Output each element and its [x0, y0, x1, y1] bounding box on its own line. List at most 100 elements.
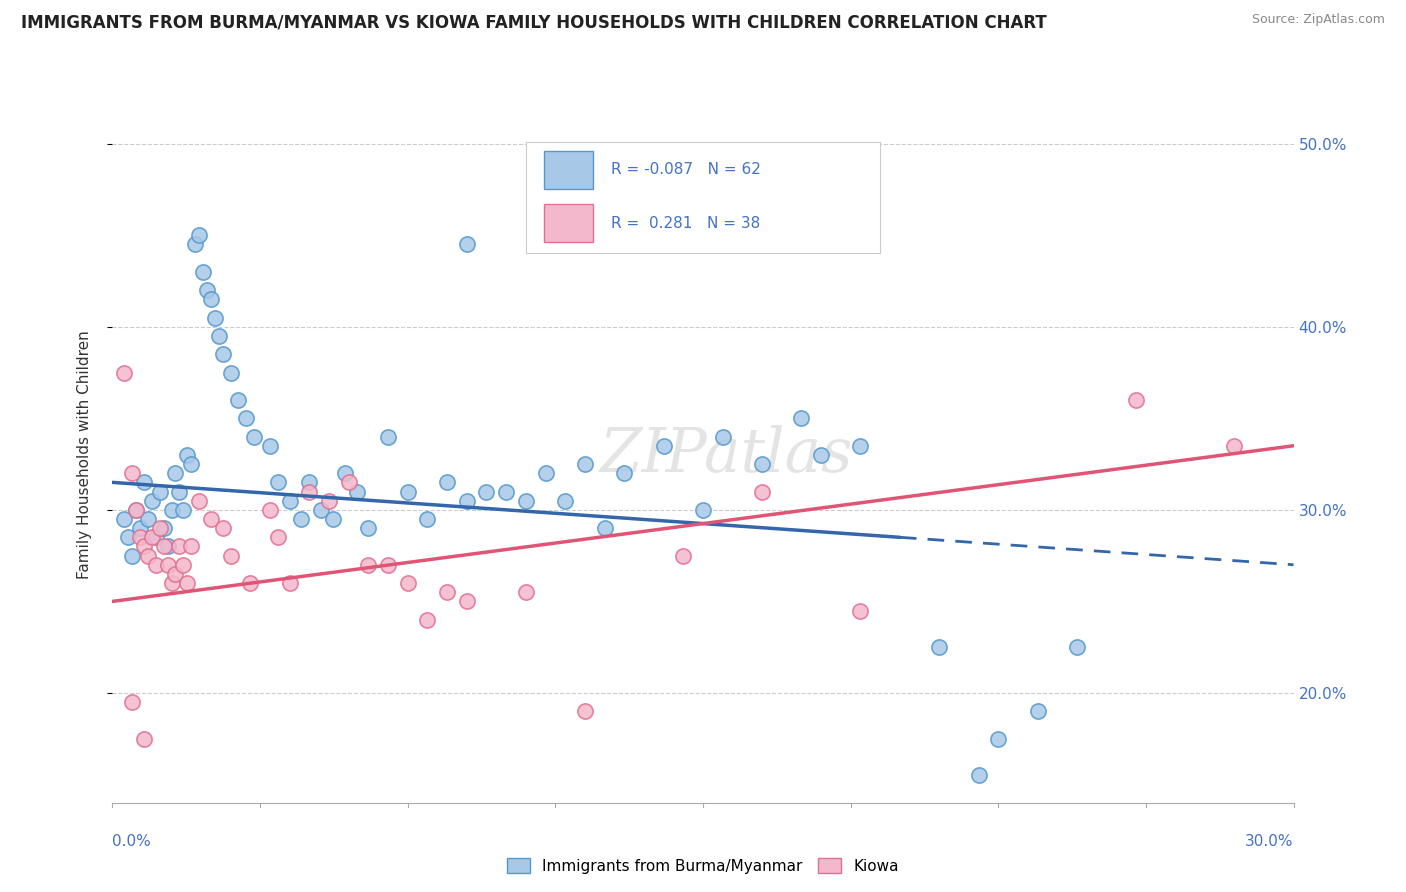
- Point: [298, 475, 321, 490]
- Point: [298, 484, 321, 499]
- Point: [141, 530, 163, 544]
- Point: [165, 566, 187, 581]
- Point: [136, 549, 159, 563]
- Point: [309, 503, 332, 517]
- Point: [495, 484, 517, 499]
- Point: [125, 503, 148, 517]
- Point: [357, 558, 380, 572]
- Point: [278, 576, 301, 591]
- Point: [456, 594, 478, 608]
- Point: [191, 265, 214, 279]
- Point: [145, 558, 167, 572]
- Point: [208, 329, 231, 343]
- Point: [456, 493, 478, 508]
- Point: [160, 503, 183, 517]
- Point: [136, 512, 159, 526]
- Point: [149, 484, 172, 499]
- Point: [235, 411, 257, 425]
- Point: [121, 467, 143, 481]
- Point: [1066, 640, 1088, 655]
- Point: [211, 347, 233, 361]
- Point: [396, 576, 419, 591]
- Point: [987, 731, 1010, 746]
- Point: [475, 484, 498, 499]
- Point: [928, 640, 950, 655]
- Point: [211, 521, 233, 535]
- Point: [160, 576, 183, 591]
- Point: [152, 521, 174, 535]
- Point: [267, 475, 290, 490]
- Point: [121, 549, 143, 563]
- Point: [849, 603, 872, 617]
- Text: ZIPatlas: ZIPatlas: [600, 425, 853, 485]
- Point: [534, 467, 557, 481]
- Point: [377, 558, 399, 572]
- Point: [456, 237, 478, 252]
- Point: [172, 503, 194, 517]
- Point: [219, 549, 242, 563]
- Point: [337, 475, 360, 490]
- Point: [574, 704, 596, 718]
- Point: [112, 366, 135, 380]
- Point: [554, 493, 576, 508]
- Point: [165, 467, 187, 481]
- Point: [377, 429, 399, 443]
- Point: [1026, 704, 1049, 718]
- Point: [711, 429, 734, 443]
- Point: [259, 439, 281, 453]
- Point: [219, 366, 242, 380]
- Point: [121, 695, 143, 709]
- Point: [574, 457, 596, 471]
- Point: [112, 512, 135, 526]
- Point: [790, 411, 813, 425]
- Point: [322, 512, 344, 526]
- Point: [141, 493, 163, 508]
- Point: [318, 493, 340, 508]
- Point: [132, 540, 155, 554]
- Point: [416, 613, 439, 627]
- Text: Source: ZipAtlas.com: Source: ZipAtlas.com: [1251, 13, 1385, 27]
- Point: [169, 540, 191, 554]
- Y-axis label: Family Households with Children: Family Households with Children: [77, 331, 91, 579]
- Point: [204, 310, 226, 325]
- Point: [652, 439, 675, 453]
- Point: [188, 228, 211, 243]
- Point: [259, 503, 281, 517]
- Point: [176, 576, 198, 591]
- Legend: Immigrants from Burma/Myanmar, Kiowa: Immigrants from Burma/Myanmar, Kiowa: [501, 852, 905, 880]
- Point: [346, 484, 368, 499]
- Point: [152, 540, 174, 554]
- Point: [145, 530, 167, 544]
- Point: [810, 448, 832, 462]
- Point: [967, 768, 990, 782]
- Point: [176, 448, 198, 462]
- Point: [243, 429, 266, 443]
- Point: [396, 484, 419, 499]
- Point: [672, 549, 695, 563]
- Point: [751, 484, 773, 499]
- Point: [267, 530, 290, 544]
- Text: IMMIGRANTS FROM BURMA/MYANMAR VS KIOWA FAMILY HOUSEHOLDS WITH CHILDREN CORRELATI: IMMIGRANTS FROM BURMA/MYANMAR VS KIOWA F…: [21, 13, 1047, 31]
- Point: [132, 475, 155, 490]
- Point: [278, 493, 301, 508]
- Point: [613, 467, 636, 481]
- Point: [357, 521, 380, 535]
- Point: [436, 475, 458, 490]
- Point: [188, 493, 211, 508]
- Point: [132, 731, 155, 746]
- Point: [117, 530, 139, 544]
- Point: [515, 493, 537, 508]
- Point: [200, 293, 222, 307]
- Text: 0.0%: 0.0%: [112, 834, 152, 849]
- Point: [416, 512, 439, 526]
- Point: [156, 540, 179, 554]
- Point: [129, 521, 152, 535]
- Text: 30.0%: 30.0%: [1246, 834, 1294, 849]
- Point: [180, 540, 202, 554]
- Point: [200, 512, 222, 526]
- Point: [515, 585, 537, 599]
- Point: [1125, 392, 1147, 407]
- Point: [593, 521, 616, 535]
- Point: [169, 484, 191, 499]
- Point: [149, 521, 172, 535]
